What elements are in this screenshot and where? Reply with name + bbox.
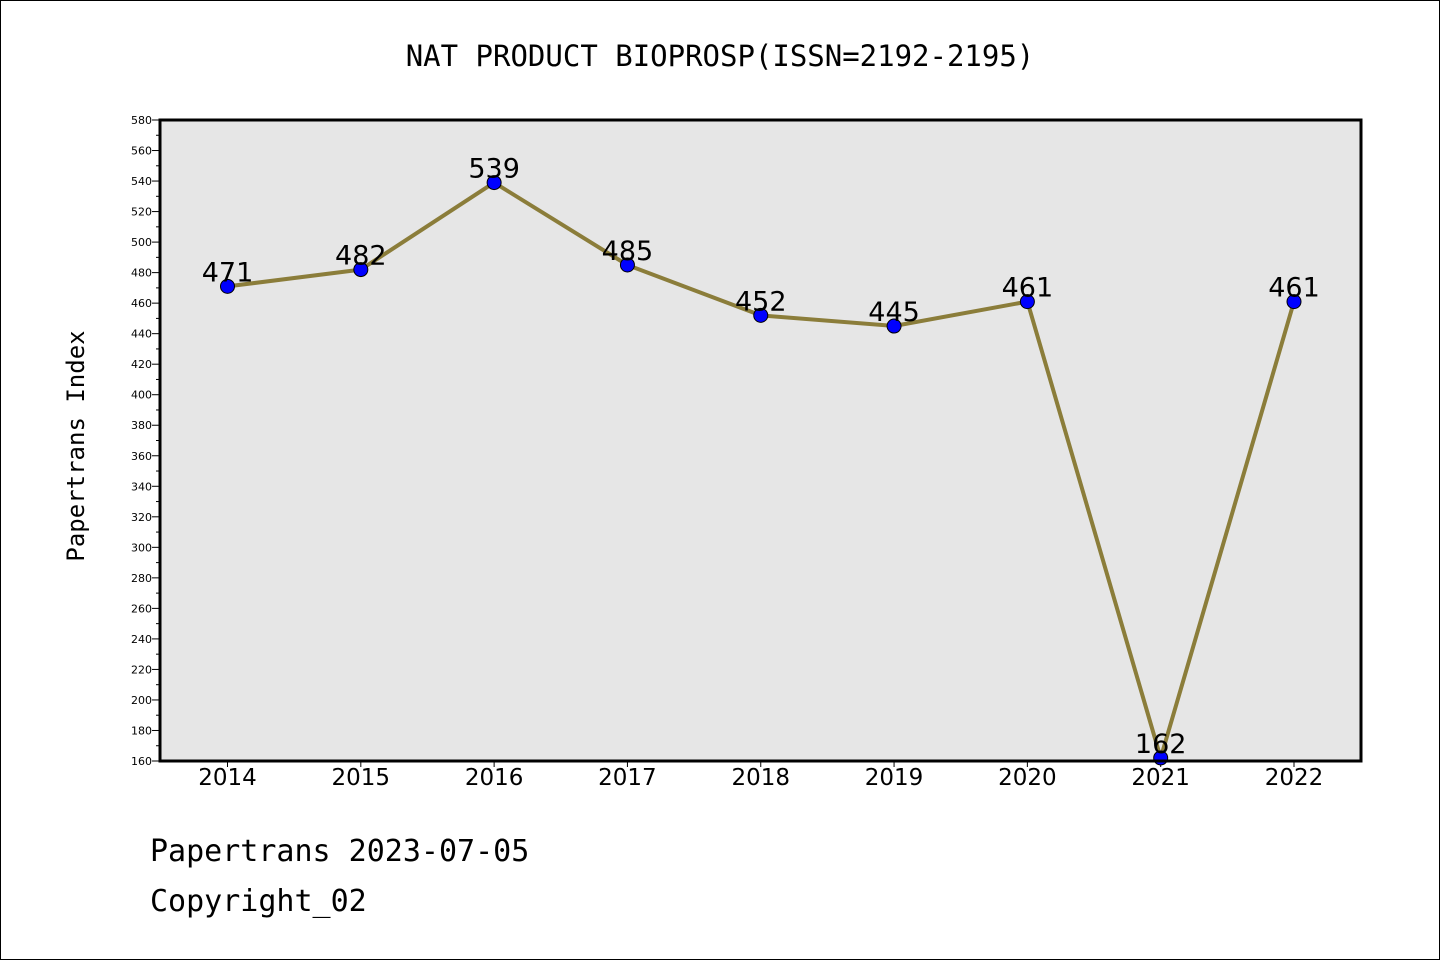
y-tick-label: 240 (131, 633, 152, 646)
x-tick-label: 2014 (198, 765, 257, 791)
y-tick-label: 520 (131, 206, 152, 219)
y-tick-label: 160 (131, 755, 152, 768)
chart-title: NAT PRODUCT BIOPROSP(ISSN=2192-2195) (406, 39, 1035, 73)
data-point-marker (619, 257, 635, 273)
y-tick-label: 220 (131, 663, 152, 676)
data-label: 485 (602, 236, 654, 267)
y-tick-label: 460 (131, 297, 152, 310)
x-tick-label: 2016 (465, 765, 524, 791)
x-tick-label: 2022 (1265, 765, 1324, 791)
data-label: 445 (868, 297, 920, 328)
data-label: 471 (202, 257, 254, 288)
plot-border (158, 118, 1363, 763)
data-markers (220, 175, 1302, 766)
y-tick-label: 300 (131, 541, 152, 554)
y-tick-label: 260 (131, 602, 152, 615)
y-tick-label: 200 (131, 694, 152, 707)
y-tick-label: 180 (131, 724, 152, 737)
x-tick-label: 2017 (598, 765, 657, 791)
y-tick-label: 560 (131, 145, 152, 158)
footer-date-line: Papertrans 2023-07-05 (150, 834, 530, 869)
y-tick-label: 280 (131, 572, 152, 585)
y-tick-label: 420 (131, 358, 152, 371)
y-tick-label: 360 (131, 450, 152, 463)
data-point-marker (1019, 294, 1035, 310)
data-label: 539 (468, 154, 520, 185)
y-tick-label: 540 (131, 175, 152, 188)
data-label: 452 (735, 286, 787, 317)
x-tick-label: 2021 (1131, 765, 1190, 791)
data-label: 461 (1268, 273, 1320, 304)
data-label: 461 (1002, 273, 1054, 304)
y-tick-label: 480 (131, 267, 152, 280)
x-tick-label: 2019 (865, 765, 924, 791)
data-point-marker (753, 307, 769, 323)
x-axis-ticks: 2014 2015 2016 2017 2018 2019 2020 2021 2022 (198, 761, 1323, 791)
plot-area (160, 120, 1361, 761)
data-label: 482 (335, 241, 387, 272)
y-tick-label: 500 (131, 236, 152, 249)
y-tick-label: 400 (131, 389, 152, 402)
data-point-marker (486, 175, 502, 191)
y-tick-label: 380 (131, 419, 152, 432)
y-axis-ticks: 160 180 200 220 240 260 280 300 320 340 360 380 400 4… (131, 114, 160, 768)
data-labels: 471 482 539 485 452 445 461 162 461 (202, 154, 1320, 760)
data-point-marker (886, 318, 902, 334)
x-tick-label: 2018 (731, 765, 790, 791)
data-point-marker (220, 278, 235, 294)
y-tick-label: 340 (131, 480, 152, 493)
footer-copyright-line: Copyright_02 (150, 884, 367, 919)
x-tick-label: 2015 (332, 765, 391, 791)
data-label: 162 (1135, 729, 1187, 760)
x-tick-label: 2020 (998, 765, 1057, 791)
y-axis-label: Papertrans Index (62, 330, 90, 561)
y-tick-label: 440 (131, 328, 152, 341)
y-tick-label: 320 (131, 511, 152, 524)
y-tick-label: 580 (131, 114, 152, 127)
data-point-marker (1286, 294, 1302, 310)
data-point-marker (353, 262, 369, 278)
